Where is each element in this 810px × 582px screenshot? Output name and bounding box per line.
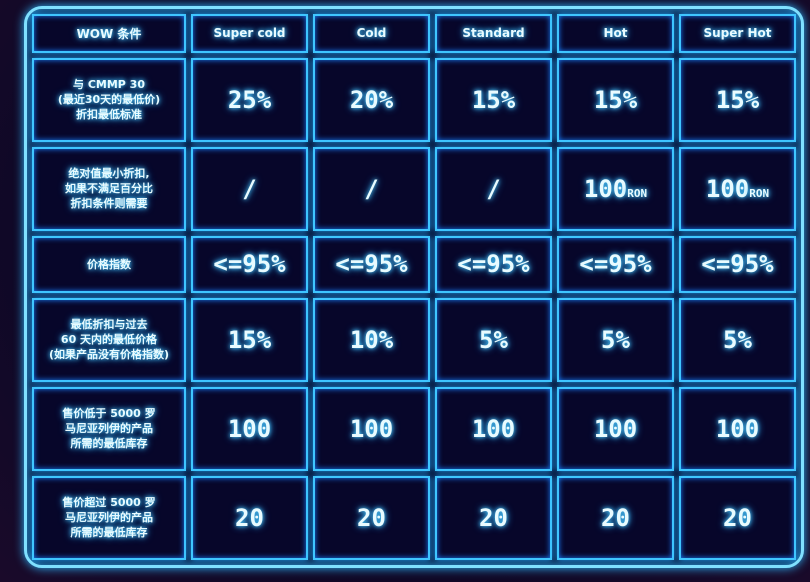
wow-conditions-table: WOW 条件 Super cold Cold Standard Hot Supe…: [24, 6, 804, 568]
value-cell: <=95%: [679, 235, 796, 293]
value-text: <=95%: [335, 250, 408, 279]
value-text: 100: [593, 414, 638, 443]
table-row: 售价超过 5000 罗 马尼亚列伊的产品 所需的最低库存 20 20 20 20 20: [32, 475, 796, 560]
table-row: 价格指数 <=95% <=95% <=95% <=95% <=95%: [32, 235, 796, 293]
value-text: 100: [227, 414, 272, 443]
row-label: 价格指数: [32, 235, 186, 293]
table-row: 绝对值最小折扣, 如果不满足百分比 折扣条件则需要 / //100RON 100RON: [32, 146, 796, 231]
row-label: 售价超过 5000 罗 马尼亚列伊的产品 所需的最低库存: [32, 475, 186, 560]
unit-text: RON: [749, 186, 770, 200]
value-cell: 100: [435, 386, 552, 471]
row-label: 最低折扣与过去 60 天内的最低价格 (如果产品没有价格指数): [32, 297, 186, 382]
value-text: 5%: [601, 325, 630, 354]
value-cell: 20: [191, 475, 308, 560]
value-cell: <=95%: [557, 235, 674, 293]
value-cell: 15%: [679, 57, 796, 142]
value-cell: <=95%: [313, 235, 430, 293]
value-text: 20: [601, 503, 630, 532]
value-cell: /: [435, 146, 552, 231]
value-cell: 100: [679, 386, 796, 471]
value-cell: /: [313, 146, 430, 231]
value-cell: 10%: [313, 297, 430, 382]
value-cell: 5%: [435, 297, 552, 382]
value-text: /: [486, 174, 501, 203]
value-cell: 15%: [191, 297, 308, 382]
value-text: 15%: [227, 325, 272, 354]
value-text: 20%: [349, 85, 394, 114]
value-cell: 100: [191, 386, 308, 471]
value-cell: 5%: [679, 297, 796, 382]
value-text: 20: [479, 503, 508, 532]
header-cold: Cold: [313, 14, 430, 53]
value-cell: 15%: [435, 57, 552, 142]
header-row: WOW 条件 Super cold Cold Standard Hot Supe…: [32, 14, 796, 53]
value-text: /: [242, 174, 257, 203]
value-text: 10%: [349, 325, 394, 354]
value-text: 100: [471, 414, 516, 443]
value-cell: 20: [313, 475, 430, 560]
value-text: 100: [349, 414, 394, 443]
row-label: 与 CMMP 30 (最近30天的最低价) 折扣最低标准: [32, 57, 186, 142]
value-text: 20: [723, 503, 752, 532]
value-text: 5%: [723, 325, 752, 354]
row-label: 售价低于 5000 罗 马尼亚列伊的产品 所需的最低库存: [32, 386, 186, 471]
value-text: 15%: [593, 85, 638, 114]
header-standard: Standard: [435, 14, 552, 53]
table-row: 与 CMMP 30 (最近30天的最低价) 折扣最低标准 25% 20% 15% 15%…: [32, 57, 796, 142]
header-super-cold: Super cold: [191, 14, 308, 53]
value-text: <=95%: [457, 250, 530, 279]
value-text: /: [364, 174, 379, 203]
value-cell: 20: [679, 475, 796, 560]
value-text: 15%: [471, 85, 516, 114]
value-text: 5%: [479, 325, 508, 354]
table-row: 最低折扣与过去 60 天内的最低价格 (如果产品没有价格指数) 15% 10% 5% 5…: [32, 297, 796, 382]
value-text: 100: [583, 174, 628, 203]
value-text: 15%: [715, 85, 760, 114]
value-cell: <=95%: [191, 235, 308, 293]
value-cell: 15%: [557, 57, 674, 142]
value-cell: <=95%: [435, 235, 552, 293]
value-cell: 100RON: [679, 146, 796, 231]
header-hot: Hot: [557, 14, 674, 53]
table-row: 售价低于 5000 罗 马尼亚列伊的产品 所需的最低库存 100 100 100 100…: [32, 386, 796, 471]
value-text: <=95%: [213, 250, 286, 279]
value-cell: 20: [435, 475, 552, 560]
header-super-hot: Super Hot: [679, 14, 796, 53]
row-label: 绝对值最小折扣, 如果不满足百分比 折扣条件则需要: [32, 146, 186, 231]
value-cell: 100: [557, 386, 674, 471]
value-cell: 5%: [557, 297, 674, 382]
value-text: <=95%: [579, 250, 652, 279]
value-cell: 25%: [191, 57, 308, 142]
value-text: 100: [705, 174, 750, 203]
value-cell: 20%: [313, 57, 430, 142]
header-cell: WOW 条件: [32, 14, 186, 53]
unit-text: RON: [627, 186, 648, 200]
value-text: <=95%: [701, 250, 774, 279]
value-cell: 100: [313, 386, 430, 471]
value-text: 20: [235, 503, 264, 532]
value-cell: 20: [557, 475, 674, 560]
value-cell: 100RON: [557, 146, 674, 231]
value-text: 20: [357, 503, 386, 532]
value-cell: /: [191, 146, 308, 231]
value-text: 100: [715, 414, 760, 443]
value-text: 25%: [227, 85, 272, 114]
